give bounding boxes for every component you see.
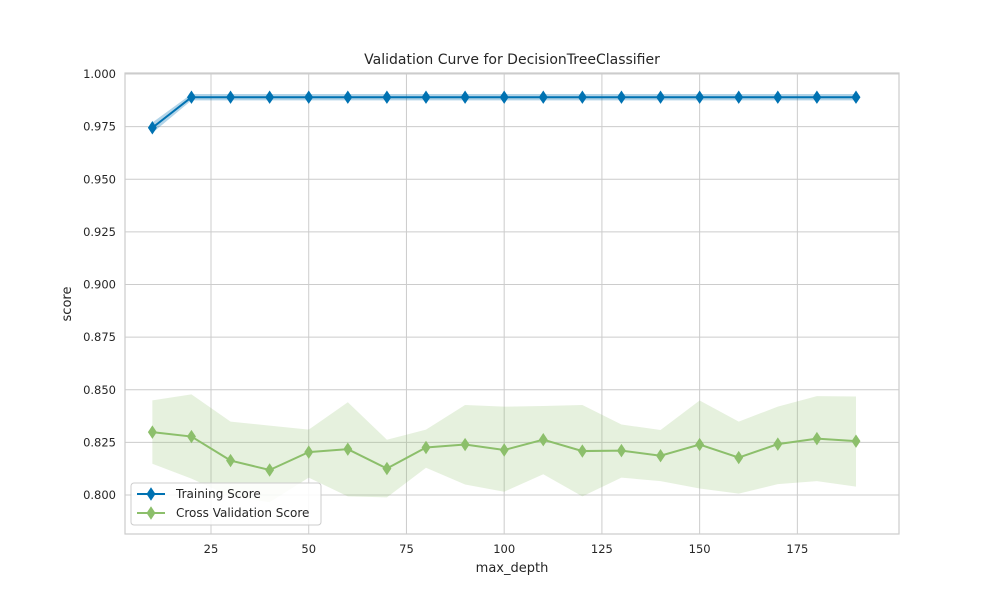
y-tick-label: 0.900: [83, 278, 116, 292]
data-point-cross-validation: [773, 437, 783, 451]
data-point-training: [304, 90, 314, 104]
data-point-training: [186, 90, 196, 104]
data-point-cross-validation: [304, 445, 314, 459]
data-point-training: [460, 90, 470, 104]
data-point-training: [499, 90, 509, 104]
data-point-cross-validation: [147, 425, 157, 439]
x-tick-label: 150: [689, 542, 711, 556]
data-point-cross-validation: [538, 432, 548, 447]
legend-label-training: Training Score: [175, 487, 261, 501]
data-point-training: [616, 90, 626, 104]
data-point-cross-validation: [460, 437, 470, 452]
data-point-training: [382, 90, 392, 104]
data-point-cross-validation: [382, 461, 392, 476]
data-point-training: [265, 90, 275, 104]
data-point-training: [226, 90, 236, 104]
data-point-training: [577, 90, 587, 104]
y-tick-label: 0.875: [83, 330, 116, 344]
data-point-cross-validation: [421, 440, 431, 455]
y-tick-label: 0.975: [83, 120, 116, 134]
data-point-cross-validation: [616, 443, 626, 458]
data-point-cross-validation: [734, 450, 744, 465]
data-point-training: [812, 90, 822, 104]
x-tick-label: 125: [591, 542, 613, 556]
y-tick-label: 0.825: [83, 435, 116, 449]
data-point-training: [773, 90, 783, 104]
x-tick-label: 175: [786, 542, 808, 556]
data-point-cross-validation: [656, 448, 666, 463]
y-tick-label: 0.925: [83, 225, 116, 239]
y-tick-label: 1.000: [83, 67, 116, 81]
data-point-training: [851, 90, 861, 104]
data-point-cross-validation: [577, 444, 587, 458]
data-point-cross-validation: [695, 437, 705, 452]
data-point-training: [538, 90, 548, 104]
data-point-cross-validation: [186, 429, 196, 444]
data-point-cross-validation: [851, 434, 861, 448]
y-tick-label: 0.800: [83, 488, 116, 502]
data-point-cross-validation: [812, 431, 822, 446]
data-point-cross-validation: [499, 443, 509, 457]
data-point-training: [343, 90, 353, 104]
legend-marker-cross-validation: [146, 506, 156, 520]
plot-frame: [124, 72, 900, 535]
legend-marker-training: [146, 487, 156, 501]
x-axis-label: max_depth: [476, 561, 549, 576]
x-tick-label: 100: [493, 542, 515, 556]
data-point-cross-validation: [226, 453, 236, 468]
chart-title: Validation Curve for DecisionTreeClassif…: [364, 52, 660, 68]
data-point-training: [734, 90, 744, 104]
data-point-training: [695, 90, 705, 104]
data-point-cross-validation: [343, 442, 353, 456]
y-tick-label: 0.950: [83, 172, 116, 186]
data-point-training: [656, 90, 666, 104]
y-axis-label: score: [60, 287, 75, 322]
legend: Training Score Cross Validation Score: [130, 482, 322, 526]
x-tick-label: 75: [399, 542, 414, 556]
legend-box: [130, 482, 322, 526]
data-point-training: [147, 121, 157, 135]
x-tick-label: 50: [301, 542, 316, 556]
x-tick-label: 25: [204, 542, 219, 556]
plot-area: 25 50 75 100 125 150 175 0.800 0.825 0.850 0.875 0.…: [83, 67, 900, 556]
legend-label-cross-validation: Cross Validation Score: [176, 506, 309, 520]
y-tick-label: 0.850: [83, 383, 116, 397]
data-point-training: [421, 90, 431, 104]
data-point-cross-validation: [265, 463, 275, 477]
